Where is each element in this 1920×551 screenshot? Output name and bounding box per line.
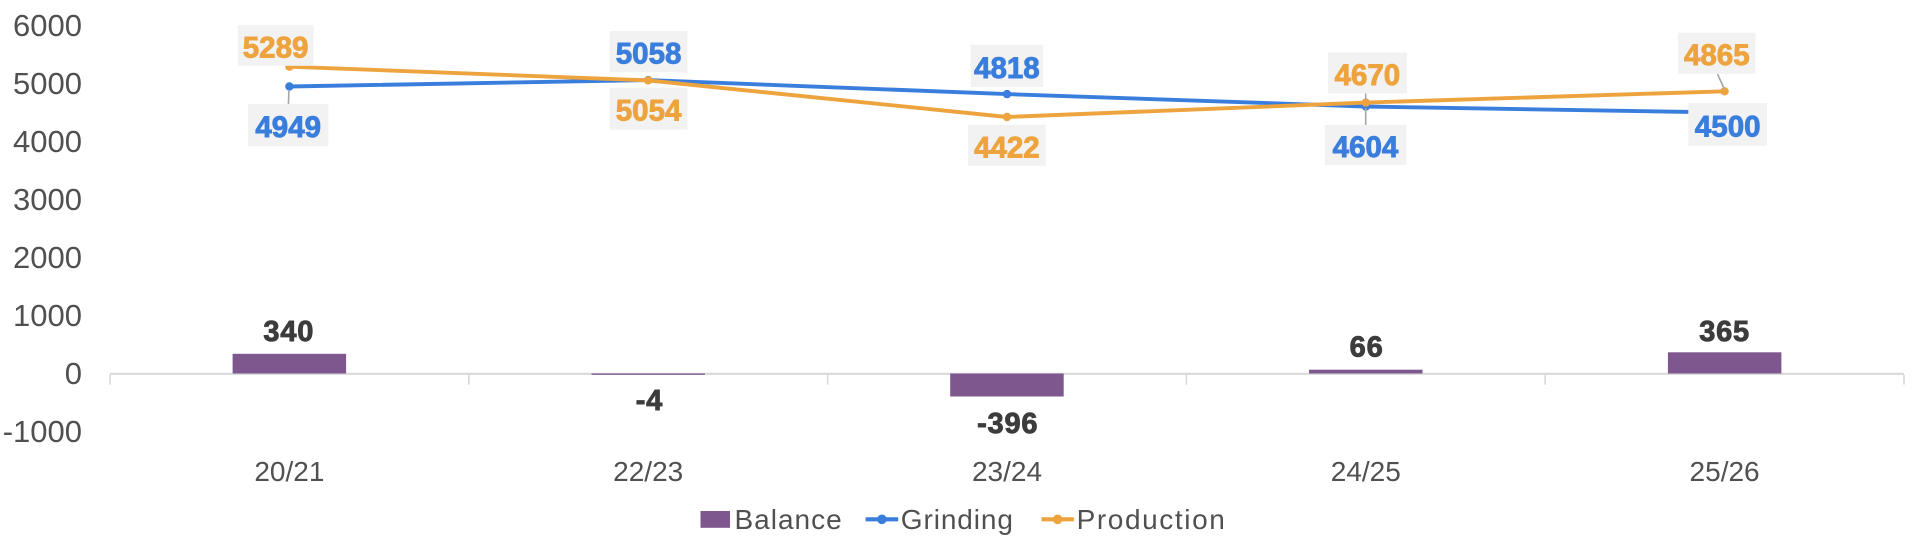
svg-text:Production: Production (1077, 504, 1227, 535)
svg-text:5054: 5054 (616, 95, 682, 128)
svg-text:20/21: 20/21 (254, 456, 324, 487)
svg-text:5000: 5000 (13, 66, 82, 101)
svg-text:0: 0 (65, 356, 82, 391)
svg-text:5058: 5058 (616, 38, 682, 71)
svg-text:23/24: 23/24 (972, 456, 1042, 487)
svg-text:Grinding: Grinding (901, 504, 1014, 535)
svg-text:4865: 4865 (1684, 39, 1750, 72)
svg-text:-4: -4 (636, 385, 663, 417)
svg-text:4000: 4000 (13, 124, 82, 159)
svg-text:25/26: 25/26 (1690, 456, 1760, 487)
svg-text:4670: 4670 (1335, 59, 1401, 92)
svg-text:Balance: Balance (735, 504, 843, 535)
svg-text:22/23: 22/23 (613, 456, 683, 487)
svg-text:4818: 4818 (974, 52, 1040, 85)
svg-text:4500: 4500 (1695, 110, 1761, 143)
svg-text:1000: 1000 (13, 298, 82, 333)
svg-text:5289: 5289 (243, 31, 309, 64)
svg-text:4422: 4422 (974, 131, 1040, 164)
svg-text:340: 340 (263, 316, 314, 348)
svg-text:66: 66 (1350, 331, 1384, 363)
svg-text:4604: 4604 (1333, 131, 1399, 164)
svg-text:3000: 3000 (13, 182, 82, 217)
svg-text:-1000: -1000 (3, 414, 82, 449)
svg-text:-396: -396 (977, 408, 1038, 440)
svg-text:365: 365 (1699, 316, 1750, 348)
svg-text:6000: 6000 (13, 8, 82, 43)
svg-text:4949: 4949 (255, 111, 321, 144)
svg-text:2000: 2000 (13, 240, 82, 275)
svg-text:24/25: 24/25 (1331, 456, 1401, 487)
